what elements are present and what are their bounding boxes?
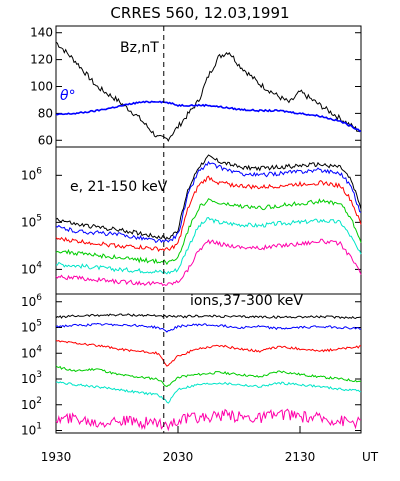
- series-line: [55, 154, 362, 241]
- y-tick-label: 103: [21, 370, 42, 386]
- x-tick-label: 2030: [163, 450, 194, 464]
- series-line: [55, 198, 362, 266]
- series-line: [55, 381, 362, 404]
- y-tick-label: 106: [21, 166, 42, 182]
- y-tick-label: 102: [21, 396, 42, 412]
- series-line: [55, 408, 362, 432]
- series-line: [55, 217, 362, 275]
- series-line: [55, 365, 362, 388]
- series-line: [55, 175, 362, 252]
- panel-ions: 101 102 103 104 105 106 ions,37-300 keV: [21, 293, 362, 438]
- x-tick-label: 1930: [41, 450, 72, 464]
- y-tick-label: 106: [21, 293, 42, 309]
- bz-label: Bz,nT: [120, 40, 159, 56]
- x-tick-label: 2130: [285, 450, 316, 464]
- panel-electrons-frame: [55, 146, 362, 295]
- y-tick-label: 104: [21, 344, 42, 360]
- panel-magnetic-field-ticks: 60 80 100 120 140: [30, 26, 361, 147]
- y-tick-label: 80: [38, 106, 53, 120]
- y-tick-label: 105: [21, 319, 42, 335]
- y-tick-label: 105: [21, 213, 42, 229]
- series-line: [55, 340, 362, 367]
- ions-label: ions,37-300 keV: [190, 293, 303, 309]
- y-tick-label: 104: [21, 260, 42, 276]
- panel-electrons: 104 105 106 e, 21-150 keV: [21, 146, 362, 295]
- panel-ions-frame: [55, 293, 362, 434]
- series-line: [55, 160, 362, 244]
- x-axis-unit: UT: [362, 450, 379, 464]
- panel-ions-series: [55, 313, 362, 432]
- series-line: [55, 238, 362, 287]
- electrons-label: e, 21-150 keV: [70, 179, 168, 195]
- panel-electrons-series: [55, 154, 362, 287]
- series-line: [55, 322, 361, 333]
- figure-title: CRRES 560, 12.03,1991: [110, 4, 289, 22]
- y-tick-label: 100: [30, 80, 53, 94]
- panel-magnetic-field: 60 80 100 120 140 Bz,nT θ°: [30, 25, 362, 148]
- series-line: [55, 100, 362, 132]
- y-tick-label: 140: [30, 26, 53, 40]
- panel-magnetic-field-series: [55, 41, 362, 143]
- x-axis: 1930 2030 2130: [41, 426, 316, 464]
- series-line: [55, 313, 362, 320]
- y-tick-label: 101: [21, 422, 42, 438]
- series-line: [55, 41, 362, 143]
- y-tick-label: 60: [38, 133, 53, 147]
- theta-label: θ°: [60, 88, 76, 104]
- y-tick-label: 120: [30, 53, 53, 67]
